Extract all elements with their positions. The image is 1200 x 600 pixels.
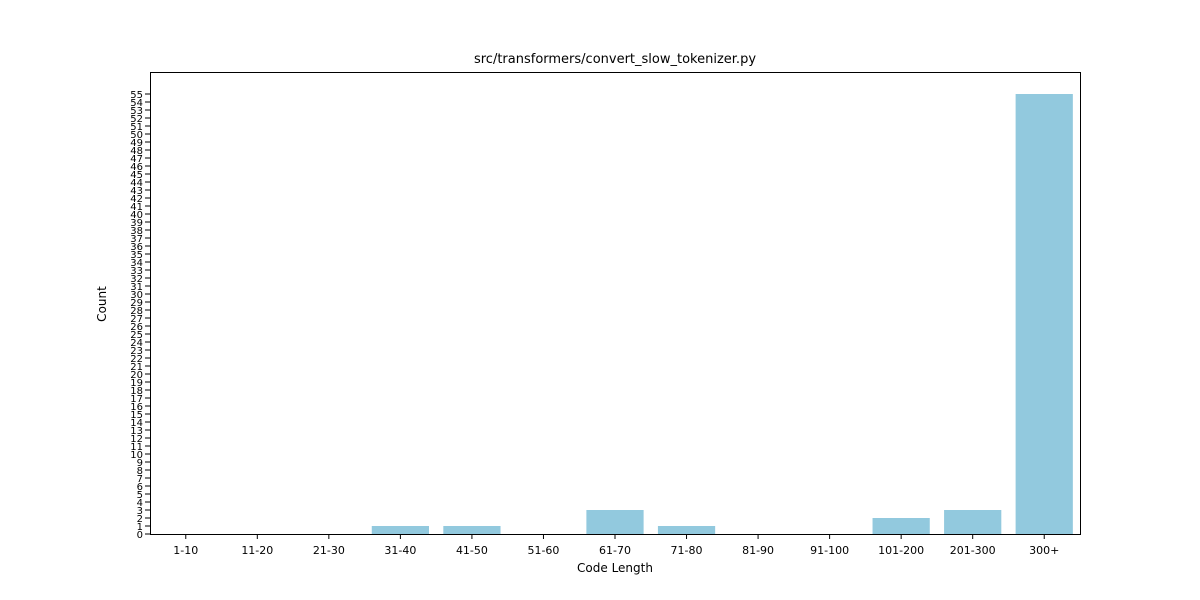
y-tick-label: 33 — [130, 266, 143, 277]
y-tick-label: 42 — [130, 194, 143, 205]
bar-61-70 — [586, 510, 644, 534]
y-tick-label: 39 — [130, 218, 143, 229]
bar-201-300 — [944, 510, 1002, 534]
y-tick-label: 48 — [130, 146, 143, 157]
y-tick-label: 30 — [130, 290, 143, 301]
x-tick-label: 201-300 — [950, 544, 996, 557]
y-tick-label: 0 — [137, 530, 143, 541]
y-tick-label: 4 — [137, 498, 143, 509]
y-tick-label: 3 — [137, 506, 143, 517]
y-tick-label: 38 — [130, 226, 143, 237]
x-tick-label: 51-60 — [527, 544, 559, 557]
y-tick-label: 49 — [130, 138, 143, 149]
x-tick-label: 81-90 — [742, 544, 774, 557]
y-tick-label: 12 — [130, 434, 143, 445]
x-tick-label: 21-30 — [313, 544, 345, 557]
x-tick-label: 61-70 — [599, 544, 631, 557]
y-tick-label: 19 — [130, 378, 143, 389]
bars-group — [371, 94, 1073, 534]
bar-31-40 — [371, 526, 429, 534]
y-axis-label: Count — [95, 286, 109, 322]
y-tick-label: 35 — [130, 250, 143, 261]
x-tick-label: 71-80 — [671, 544, 703, 557]
y-tick-label: 31 — [130, 282, 143, 293]
bar-41-50 — [443, 526, 501, 534]
bar-101-200 — [872, 518, 930, 534]
y-tick-label: 15 — [130, 410, 143, 421]
x-tick-label: 91-100 — [810, 544, 849, 557]
y-tick-label: 27 — [130, 314, 143, 325]
y-tick-label: 13 — [130, 426, 143, 437]
y-tick-label: 10 — [130, 450, 143, 461]
y-tick-label: 54 — [130, 98, 143, 109]
y-tick-label: 53 — [130, 106, 143, 117]
x-ticks-group: 1-10 11-20 21-30 31-40 41-50 51-60 61-70 71-80 8… — [173, 534, 1059, 557]
y-tick-label: 23 — [130, 346, 143, 357]
y-tick-label: 14 — [130, 418, 143, 429]
y-tick-label: 8 — [137, 466, 143, 477]
y-tick-label: 21 — [130, 362, 143, 373]
plot-area — [150, 72, 1081, 535]
y-tick-label: 44 — [130, 178, 143, 189]
x-tick-label: 300+ — [1029, 544, 1059, 557]
y-tick-label: 24 — [130, 338, 143, 349]
y-tick-label: 6 — [137, 482, 143, 493]
bar-300+ — [1015, 94, 1073, 534]
y-tick-label: 43 — [130, 186, 143, 197]
x-tick-label: 101-200 — [878, 544, 924, 557]
y-tick-label: 29 — [130, 298, 143, 309]
y-tick-label: 40 — [130, 210, 143, 221]
y-tick-label: 20 — [130, 370, 143, 381]
y-tick-label: 52 — [130, 114, 143, 125]
y-tick-label: 26 — [130, 322, 143, 333]
y-tick-label: 55 — [130, 90, 143, 101]
y-tick-label: 37 — [130, 234, 143, 245]
y-tick-label: 11 — [130, 442, 143, 453]
y-tick-label: 7 — [137, 474, 143, 485]
y-tick-label: 25 — [130, 330, 143, 341]
y-tick-label: 36 — [130, 242, 143, 253]
y-tick-label: 1 — [137, 522, 143, 533]
y-tick-label: 2 — [137, 514, 143, 525]
y-tick-label: 46 — [130, 162, 143, 173]
x-tick-label: 11-20 — [241, 544, 273, 557]
x-tick-label: 31-40 — [384, 544, 416, 557]
y-tick-label: 34 — [130, 258, 143, 269]
y-tick-label: 50 — [130, 130, 143, 141]
x-tick-label: 1-10 — [173, 544, 198, 557]
x-axis-label: Code Length — [577, 561, 653, 575]
y-tick-label: 5 — [137, 490, 143, 501]
y-tick-label: 18 — [130, 386, 143, 397]
y-ticks-group: 0123456789101112131415161718192021222324… — [130, 90, 150, 541]
y-tick-label: 28 — [130, 306, 143, 317]
chart-title: src/transformers/convert_slow_tokenizer.… — [474, 52, 756, 67]
y-tick-label: 51 — [130, 122, 143, 133]
y-tick-label: 16 — [130, 402, 143, 413]
x-tick-label: 41-50 — [456, 544, 488, 557]
y-tick-label: 41 — [130, 202, 143, 213]
y-tick-label: 45 — [130, 170, 143, 181]
y-tick-label: 32 — [130, 274, 143, 285]
y-tick-label: 47 — [130, 154, 143, 165]
y-tick-label: 22 — [130, 354, 143, 365]
bar-71-80 — [657, 526, 716, 534]
y-tick-label: 17 — [130, 394, 143, 405]
y-tick-label: 9 — [137, 458, 143, 469]
